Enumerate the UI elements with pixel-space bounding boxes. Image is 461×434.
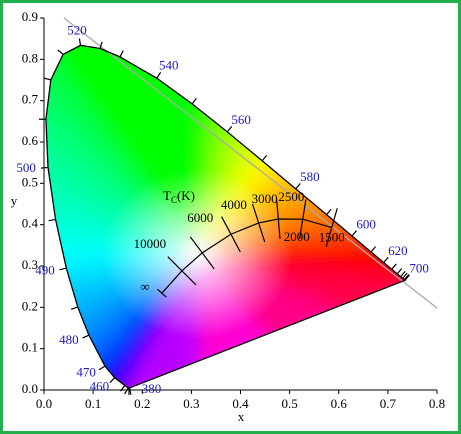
locus-tick	[326, 208, 332, 216]
wavelength-label: 520	[67, 23, 87, 38]
isotherm	[221, 216, 241, 253]
isotherm	[276, 199, 281, 239]
locus-tick	[124, 387, 129, 395]
locus-tick	[403, 274, 410, 281]
locus-tick	[109, 377, 116, 384]
planckian-title-sub: C	[171, 195, 177, 205]
wavelength-label: 560	[231, 112, 251, 127]
reference-line	[63, 17, 438, 309]
locus-tick	[226, 126, 233, 133]
spectral-locus	[45, 44, 407, 389]
locus-tick	[404, 274, 410, 281]
x-tick-label: 0.3	[183, 396, 199, 411]
planckian-title-unit: (K)	[177, 188, 195, 203]
locus-tick	[48, 218, 56, 222]
locus-tick	[295, 183, 301, 190]
x-axis-label: x	[238, 409, 245, 424]
wavelength-label: 470	[76, 364, 96, 379]
locus-tick	[370, 246, 377, 253]
y-tick-label: 0.6	[22, 133, 39, 148]
locus-tick	[351, 230, 357, 237]
planckian-title-main: T	[163, 188, 171, 203]
isotherm-label: 2500	[278, 189, 304, 204]
wavelength-label: 500	[16, 160, 36, 175]
locus-tick	[191, 97, 197, 105]
locus-tick	[57, 49, 64, 55]
isotherm-label: 3000	[252, 191, 278, 206]
locus-tick	[82, 334, 90, 339]
y-tick-label: 0.9	[22, 9, 38, 24]
locus-tick	[391, 263, 397, 270]
isotherm-label: 10000	[134, 236, 167, 251]
y-tick-label: 0.3	[22, 257, 38, 272]
locus-tick	[70, 306, 78, 310]
wavelength-label: 700	[409, 261, 429, 276]
x-tick-label: 0.7	[380, 396, 397, 411]
y-tick-label: 0.4	[22, 216, 39, 231]
locus-tick	[383, 256, 389, 263]
isotherm-label: 6000	[187, 210, 213, 225]
wavelength-label: 490	[35, 262, 55, 277]
isotherm-label: 1500	[319, 230, 345, 245]
isotherm	[156, 288, 167, 298]
locus-tick	[43, 77, 51, 81]
wavelength-label: 540	[159, 57, 179, 72]
locus-tick	[396, 268, 403, 275]
locus-tick	[128, 387, 132, 395]
locus-tick	[78, 38, 82, 46]
y-tick-label: 0.8	[22, 50, 38, 65]
wavelength-label: 480	[59, 332, 79, 347]
y-tick-label: 0.5	[22, 174, 38, 189]
y-tick-label: 0.7	[22, 92, 39, 107]
wavelength-label: 580	[300, 169, 320, 184]
locus-tick	[402, 272, 408, 279]
wavelength-label: 460	[90, 379, 110, 394]
x-tick-label: 0.2	[134, 396, 150, 411]
x-tick-label: 0.5	[282, 396, 298, 411]
y-axis-label: y	[11, 193, 18, 208]
isotherm	[251, 203, 266, 243]
wavelength-label: 600	[356, 216, 376, 231]
locus-tick	[59, 267, 67, 271]
x-tick-label: 0.6	[331, 396, 348, 411]
isotherm-label: ∞	[140, 279, 149, 294]
x-tick-label: 0.1	[85, 396, 101, 411]
x-tick-label: 0.8	[429, 396, 445, 411]
gamut-fill	[45, 45, 405, 389]
y-tick-label: 0.0	[22, 381, 38, 396]
locus-tick	[120, 385, 126, 392]
locus-tick	[41, 166, 49, 169]
white-point-glow	[102, 169, 293, 340]
isotherm	[298, 199, 307, 240]
planckian-locus	[161, 218, 332, 294]
isotherm	[325, 208, 338, 247]
locus-tick	[156, 72, 162, 79]
y-tick-label: 0.2	[22, 298, 38, 313]
isotherm-label: 4000	[221, 197, 247, 212]
locus-tick	[400, 270, 406, 278]
isotherm-label: 2000	[284, 229, 310, 244]
x-tick-label: 0.0	[36, 396, 52, 411]
locus-tick	[99, 41, 103, 49]
planckian-title: TC(K)	[163, 188, 195, 205]
x-tick-label: 0.4	[232, 396, 249, 411]
wavelength-label: 380	[142, 381, 162, 396]
isotherm	[189, 236, 215, 270]
wavelength-label: 620	[388, 243, 408, 258]
locus-tick	[98, 365, 106, 371]
y-tick-label: 0.1	[22, 340, 38, 355]
locus-tick	[261, 154, 268, 162]
locus-tick	[119, 50, 124, 58]
isotherm	[167, 256, 197, 286]
